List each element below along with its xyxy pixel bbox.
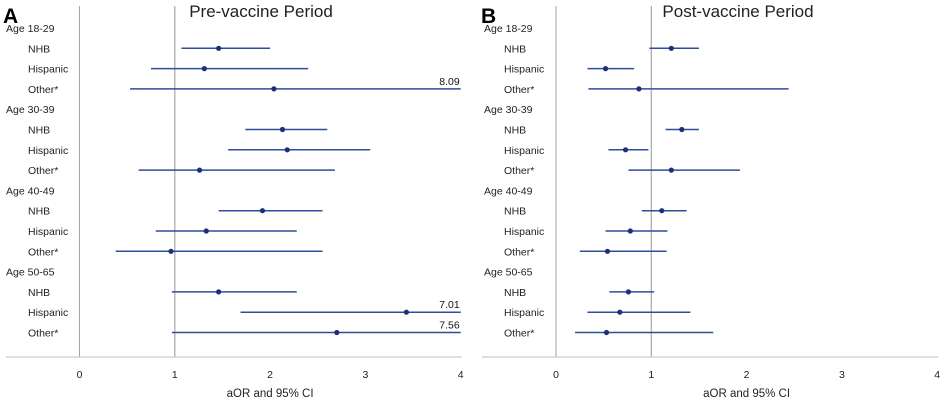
x-tick-label: 2 <box>267 369 273 381</box>
row-label: Other* <box>504 328 534 340</box>
row-label: Hispanic <box>28 145 68 157</box>
row-label: Other* <box>504 246 534 258</box>
ci-upper-annotation: 7.01 <box>439 299 460 311</box>
row-label: NHB <box>28 206 50 218</box>
point-estimate <box>216 45 222 51</box>
chart-title: Post-vaccine Period <box>662 2 813 21</box>
ci-upper-annotation: 7.56 <box>439 320 460 332</box>
group-label: Age 18-29 <box>484 23 533 35</box>
x-tick-label: 1 <box>648 369 654 381</box>
x-tick-label: 1 <box>172 369 178 381</box>
point-estimate <box>271 86 277 92</box>
row-label: Other* <box>28 84 58 96</box>
row-label: NHB <box>504 125 526 137</box>
point-estimate <box>627 228 633 234</box>
panel-b: B Post-vaccine Period 0 1 2 3 4 aOR and 95% CI A… <box>481 2 940 400</box>
x-axis-label: aOR and 95% CI <box>703 388 790 400</box>
group-label: Age 40-49 <box>6 185 55 197</box>
point-estimate <box>622 147 629 153</box>
row-label: Hispanic <box>28 307 68 319</box>
point-estimate <box>679 126 685 133</box>
group-label: Age 18-29 <box>6 23 55 35</box>
point-estimate <box>668 167 674 173</box>
row-label: Other* <box>504 165 534 177</box>
row-label: NHB <box>504 206 526 218</box>
point-estimate <box>168 248 174 254</box>
row-label: NHB <box>28 287 50 299</box>
point-estimate <box>668 45 674 51</box>
point-estimate <box>604 248 611 254</box>
x-tick-label: 3 <box>362 369 368 381</box>
row-label: Hispanic <box>28 64 68 76</box>
row-label: Hispanic <box>504 64 544 76</box>
panel-letter: B <box>481 5 496 28</box>
point-estimate <box>279 126 286 133</box>
point-estimate <box>216 289 222 295</box>
point-estimate <box>602 66 609 72</box>
point-estimate <box>617 309 623 315</box>
panel-a: A Pre-vaccine Period 0 1 2 3 4 aOR and 95% CI Ag… <box>3 2 464 400</box>
row-label: NHB <box>28 125 50 137</box>
chart-title: Pre-vaccine Period <box>189 2 333 21</box>
point-estimate <box>203 228 209 234</box>
row-label: Hispanic <box>504 226 544 238</box>
x-tick-label: 0 <box>553 369 559 381</box>
row-label: NHB <box>28 43 50 55</box>
row-label: NHB <box>504 43 526 55</box>
point-estimate <box>636 86 642 92</box>
row-label: Other* <box>28 246 58 258</box>
panel-letter: A <box>3 5 18 28</box>
group-label: Age 50-65 <box>6 267 55 279</box>
group-label: Age 40-49 <box>484 185 533 197</box>
x-tick-label: 3 <box>839 369 845 381</box>
row-label: Other* <box>504 84 534 96</box>
point-estimate <box>259 208 266 214</box>
group-label: Age 30-39 <box>6 104 55 116</box>
x-axis-label: aOR and 95% CI <box>227 388 314 400</box>
point-estimate <box>625 289 632 295</box>
x-tick-label: 4 <box>458 369 464 381</box>
row-label: Hispanic <box>504 307 544 319</box>
row-label: Other* <box>28 328 58 340</box>
point-estimate <box>196 167 203 173</box>
point-estimate <box>284 147 290 153</box>
group-label: Age 50-65 <box>484 267 533 279</box>
row-label: NHB <box>504 287 526 299</box>
x-tick-label: 2 <box>744 369 750 381</box>
point-estimate <box>334 329 340 336</box>
point-estimate <box>403 309 409 315</box>
point-estimate <box>659 208 665 214</box>
point-estimate <box>201 66 207 72</box>
group-label: Age 30-39 <box>484 104 533 116</box>
row-label: Hispanic <box>504 145 544 157</box>
row-label: Hispanic <box>28 226 68 238</box>
x-tick-label: 0 <box>77 369 83 381</box>
point-estimate <box>603 329 610 336</box>
x-tick-label: 4 <box>934 369 940 381</box>
ci-upper-annotation: 8.09 <box>439 76 460 88</box>
row-label: Other* <box>28 165 58 177</box>
